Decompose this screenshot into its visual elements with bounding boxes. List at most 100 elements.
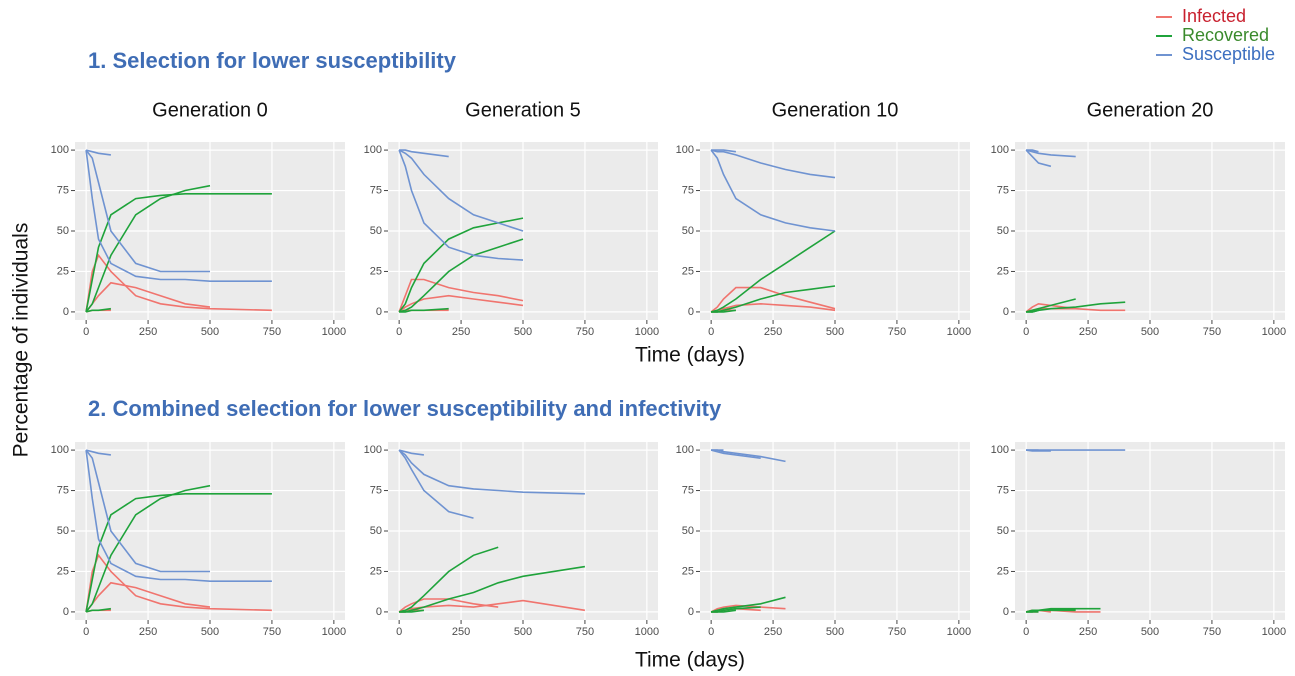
y-tick-label: 50 — [57, 525, 69, 537]
panel-title: Generation 5 — [465, 99, 581, 121]
y-tick-label: 75 — [57, 184, 69, 196]
trajectory — [85, 607, 112, 613]
y-tick-label: 0 — [1003, 606, 1009, 618]
y-tick-label: 0 — [376, 606, 382, 618]
y-axis-label: Percentage of individuals — [10, 223, 33, 458]
x-tick-label: 500 — [201, 626, 219, 638]
trajectory — [85, 449, 210, 573]
x-tick-label: 250 — [764, 626, 782, 638]
y-tick-label: 50 — [370, 525, 382, 537]
y-tick-label: 100 — [991, 144, 1009, 156]
y-tick-label: 0 — [376, 306, 382, 318]
y-tick-label: 25 — [997, 265, 1009, 277]
x-tick-label: 250 — [139, 326, 157, 338]
y-tick-label: 0 — [688, 606, 694, 618]
y-tick-label: 0 — [1003, 306, 1009, 318]
x-tick-label: 250 — [452, 626, 470, 638]
trajectory — [398, 546, 499, 613]
legend-label: Recovered — [1182, 25, 1269, 45]
x-tick-label: 0 — [83, 626, 89, 638]
panel-title: Generation 0 — [152, 99, 268, 121]
x-tick-label: 250 — [1079, 626, 1097, 638]
trajectory — [711, 309, 737, 313]
trajectory — [710, 286, 836, 313]
y-tick-label: 75 — [370, 484, 382, 496]
y-tick-label: 75 — [997, 484, 1009, 496]
x-tick-label: 250 — [1079, 326, 1097, 338]
trajectory — [398, 294, 524, 313]
y-tick-label: 25 — [57, 565, 69, 577]
y-tick-label: 0 — [63, 306, 69, 318]
y-tick-label: 75 — [370, 184, 382, 196]
x-tick-label: 750 — [1203, 326, 1221, 338]
trajectory — [85, 193, 272, 313]
trajectory — [398, 149, 524, 261]
y-tick-label: 25 — [370, 265, 382, 277]
trajectory — [1025, 302, 1076, 313]
x-tick-label: 0 — [1023, 626, 1029, 638]
y-tick-label: 100 — [364, 444, 382, 456]
y-tick-label: 50 — [370, 225, 382, 237]
trajectory — [710, 596, 786, 613]
x-tick-label: 250 — [452, 326, 470, 338]
section-title: 1. Selection for lower susceptibility — [88, 48, 457, 73]
x-tick-label: 1000 — [635, 626, 659, 638]
trajectory — [398, 449, 425, 456]
x-tick-label: 750 — [576, 626, 594, 638]
y-tick-label: 0 — [63, 606, 69, 618]
x-tick-label: 500 — [514, 326, 532, 338]
x-tick-label: 500 — [1141, 326, 1159, 338]
trajectory — [399, 307, 449, 313]
x-tick-label: 1000 — [947, 326, 971, 338]
y-tick-label: 25 — [682, 265, 694, 277]
trajectory — [710, 230, 836, 313]
x-tick-label: 250 — [139, 626, 157, 638]
x-axis-label: Time (days) — [635, 649, 745, 672]
trajectory — [85, 149, 210, 273]
y-tick-label: 50 — [997, 525, 1009, 537]
y-tick-label: 100 — [991, 444, 1009, 456]
x-tick-label: 1000 — [635, 326, 659, 338]
x-tick-label: 0 — [708, 326, 714, 338]
trajectory — [710, 149, 836, 232]
x-axis-label: Time (days) — [635, 344, 745, 367]
trajectory — [1026, 309, 1039, 313]
y-tick-label: 100 — [676, 144, 694, 156]
y-tick-label: 100 — [676, 444, 694, 456]
trajectory — [85, 493, 272, 613]
x-tick-label: 750 — [263, 326, 281, 338]
trajectory — [710, 449, 761, 459]
trajectory — [85, 184, 211, 313]
x-tick-label: 0 — [708, 626, 714, 638]
x-tick-label: 1000 — [322, 326, 346, 338]
x-tick-label: 500 — [826, 326, 844, 338]
x-tick-label: 0 — [83, 326, 89, 338]
trajectory — [85, 149, 272, 282]
y-tick-label: 100 — [364, 144, 382, 156]
y-tick-label: 75 — [997, 184, 1009, 196]
panel-title: Generation 10 — [772, 99, 899, 121]
x-tick-label: 0 — [1023, 326, 1029, 338]
trajectory — [711, 149, 737, 153]
y-tick-label: 100 — [51, 144, 69, 156]
y-tick-label: 25 — [997, 565, 1009, 577]
trajectory — [85, 149, 112, 156]
panel-title: Generation 20 — [1087, 99, 1214, 121]
trajectory — [1026, 149, 1039, 153]
trajectory — [710, 149, 836, 179]
trajectory — [398, 449, 585, 495]
trajectory — [398, 598, 499, 613]
legend-label: Infected — [1182, 6, 1246, 26]
trajectory — [398, 238, 524, 313]
trajectory — [398, 149, 524, 232]
y-tick-label: 25 — [370, 565, 382, 577]
trajectory — [1025, 449, 1051, 452]
x-tick-label: 750 — [576, 326, 594, 338]
x-tick-label: 0 — [396, 626, 402, 638]
y-tick-label: 100 — [51, 444, 69, 456]
x-tick-label: 750 — [263, 626, 281, 638]
y-tick-label: 75 — [57, 484, 69, 496]
section-title: 2. Combined selection for lower suscepti… — [88, 396, 722, 421]
x-tick-label: 500 — [514, 626, 532, 638]
trajectory — [399, 609, 425, 613]
